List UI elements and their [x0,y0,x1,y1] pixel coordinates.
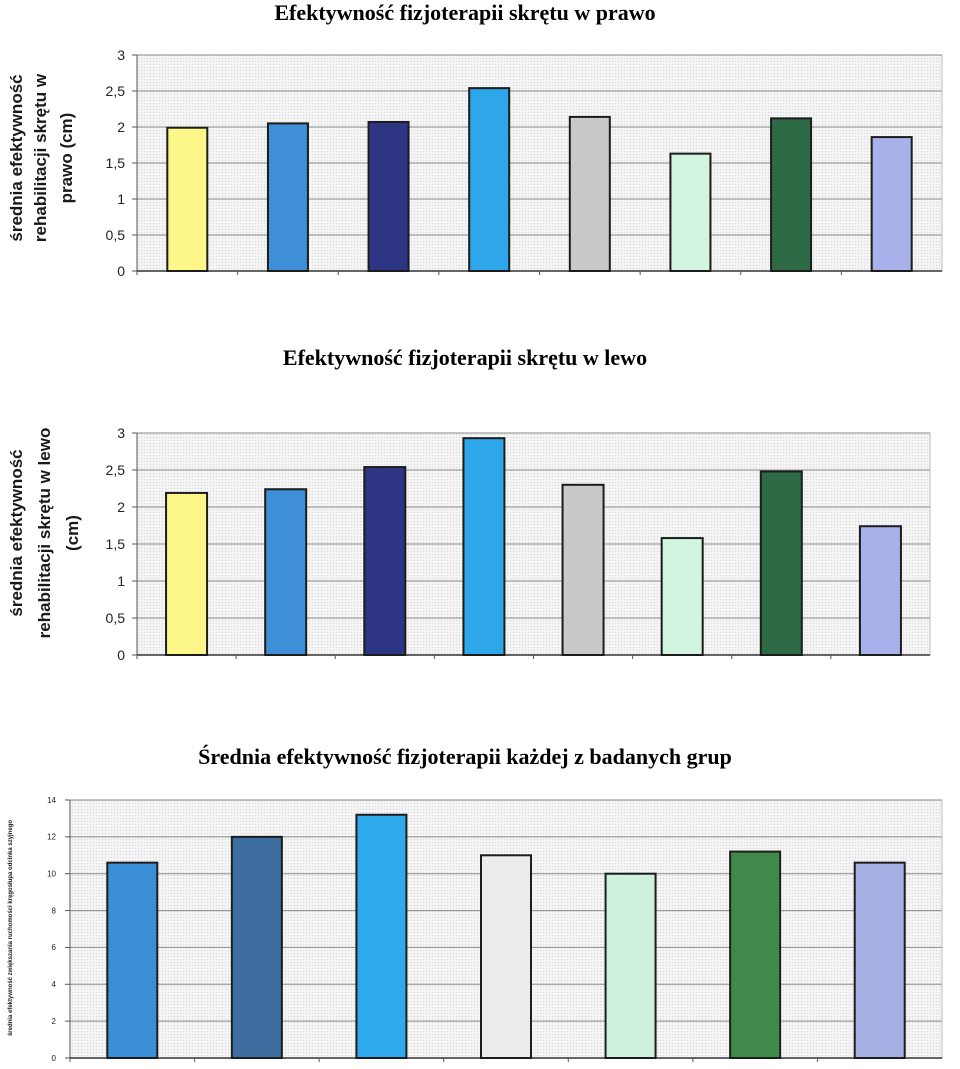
bar-3 [367,120,410,272]
bar-4 [462,437,506,657]
bar-5 [568,115,611,272]
bar-1 [166,126,209,272]
y-tick-label: 0,5 [106,227,126,243]
y-tick-label: 2 [117,119,125,135]
y-axis-label: prawo (cm) [57,113,76,204]
y-axis-label: średnia efektywność [7,449,26,616]
bar-5 [604,872,657,1060]
y-tick-label: 1 [117,191,125,207]
y-tick-label: 0,5 [106,610,126,626]
y-tick-label: 12 [47,833,56,842]
y-axis-label: rehabilitacji skrętu w lewo [35,428,54,639]
y-tick-label: 14 [47,796,56,805]
chart-group-average: 0 2 4 6 8 10 12 14 średnia efektywność zwiększan… [8,796,943,1063]
y-axis-label: średnia efektywność [7,74,26,241]
y-tick-label: 10 [47,870,56,879]
y-tick-label: 2 [117,499,125,515]
chart-right-turn: 0 0,5 1 1,5 2 2,5 3 średnia efektywność rehabili… [7,47,943,279]
y-tick-label: 3 [117,425,125,441]
bar-2 [264,488,308,656]
bar-8 [858,525,902,656]
y-tick-label: 2,5 [106,462,126,478]
bar-3 [355,813,408,1059]
y-tick-label: 0 [117,647,125,663]
y-tick-label: 2 [52,1017,57,1026]
bar-6 [729,850,782,1059]
y-tick-label: 6 [52,943,57,952]
bar-1 [106,861,159,1059]
bar-4 [480,854,532,1059]
y-axis-label: średnia efektywność zwiększania ruchomoś… [8,820,14,1036]
chart-title-right-turn: Efektywność fizjoterapii skrętu w prawo [274,0,656,25]
y-tick-label: 0 [117,263,125,279]
bar-8 [870,136,913,272]
y-tick-label: 8 [52,906,57,915]
bar-7 [853,861,906,1059]
chart-title-group-average: Średnia efektywność fizjoterapii każdej … [198,744,732,769]
bar-1 [165,491,209,656]
chart-left-turn: 0 0,5 1 1,5 2 2,5 3 średnia efektywność rehabili… [7,425,931,663]
y-tick-label: 1,5 [106,536,126,552]
y-tick-label: 3 [117,47,125,63]
y-axis-label: (cm) [63,515,82,551]
y-tick-label: 1,5 [106,155,126,171]
bar-4 [468,87,511,273]
y-tick-label: 0 [52,1054,57,1063]
y-tick-label: 4 [52,980,57,989]
bar-3 [363,466,407,657]
bar-7 [759,470,803,657]
y-tick-label: 2,5 [106,83,126,99]
bar-6 [669,152,712,272]
bar-2 [266,122,309,273]
bar-6 [660,537,704,656]
bar-5 [561,483,605,656]
bar-7 [770,117,813,272]
chart-title-left-turn: Efektywność fizjoterapii skrętu w lewo [282,345,648,370]
bar-2 [230,835,283,1059]
y-tick-label: 1 [117,573,125,589]
y-axis-label: rehabilitacji skrętu w [31,73,50,242]
